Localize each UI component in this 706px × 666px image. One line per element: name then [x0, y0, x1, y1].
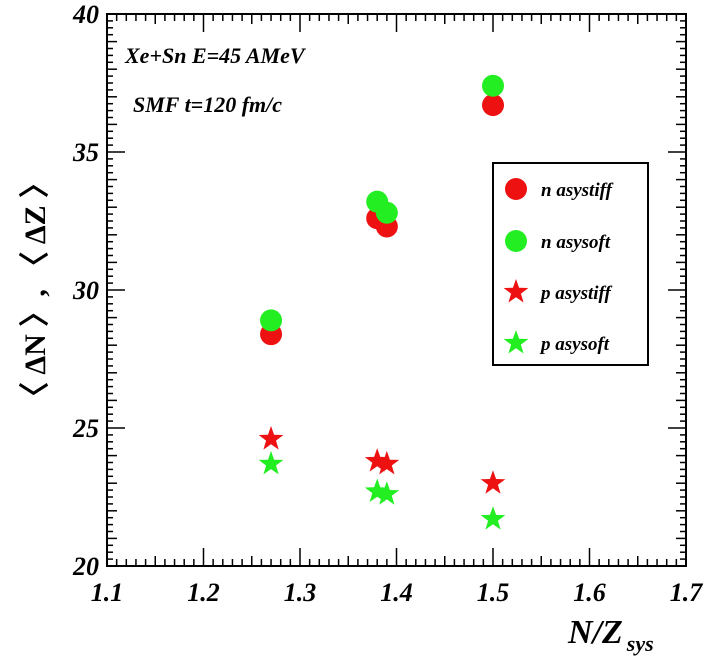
legend-marker-n-asysoft	[505, 230, 527, 252]
y-tick-label: 20	[72, 552, 99, 581]
annotation-time: SMF t=120 fm/c	[133, 92, 282, 117]
legend-label-n-asysoft: n asysoft	[541, 232, 611, 253]
point-p-asystiff	[374, 450, 400, 475]
x-axis-label-subscript: sys	[626, 631, 654, 656]
point-n-asysoft	[260, 309, 283, 332]
legend-label-p-asysoft: p asysoft	[539, 334, 610, 355]
x-tick-label: 1.1	[91, 578, 124, 607]
x-tick-label: 1.2	[187, 578, 220, 607]
x-tick-label: 1.4	[380, 578, 413, 607]
y-tick-label: 40	[72, 0, 99, 29]
point-n-asysoft	[482, 74, 504, 97]
legend-label-n-asystiff: n asystiff	[541, 180, 614, 201]
x-tick-label: 1.3	[284, 578, 317, 607]
x-tick-label: 1.6	[573, 578, 606, 607]
point-p-asysoft	[258, 450, 284, 475]
x-tick-label: 1.7	[670, 578, 704, 607]
legend-marker-p-asystiff	[503, 279, 529, 303]
point-p-asystiff	[258, 426, 284, 450]
x-axis-label: N/Z sys	[567, 614, 654, 656]
y-tick-label: 30	[72, 276, 99, 305]
annotation-reaction: Xe+Sn E=45 AMeV	[124, 43, 307, 68]
x-axis-label-main: N/Z	[567, 614, 623, 651]
y-tick-label: 35	[72, 138, 99, 167]
legend-marker-p-asysoft	[503, 330, 529, 354]
legend-marker-n-asystiff	[505, 178, 527, 200]
axis-ticks	[106, 13, 687, 567]
y-axis-label: 〈 ΔN 〉, 〈 ΔZ 〉	[19, 168, 52, 412]
point-n-asysoft	[375, 201, 398, 224]
point-p-asystiff	[480, 470, 506, 494]
x-tick-label: 1.5	[477, 578, 510, 607]
point-p-asysoft	[374, 481, 400, 505]
data-points	[258, 74, 506, 530]
point-n-asystiff	[482, 94, 504, 117]
x-tick-labels: 1.1 1.2 1.3 1.4 1.5 1.6 1.7	[91, 578, 704, 607]
legend: n asystiff n asysoft p asystiff p asysoft	[492, 162, 649, 366]
legend-label-p-asystiff: p asystiff	[539, 283, 613, 304]
y-tick-labels: 20 25 30 35 40	[72, 0, 99, 581]
y-tick-label: 25	[72, 414, 99, 443]
point-p-asysoft	[480, 506, 506, 530]
